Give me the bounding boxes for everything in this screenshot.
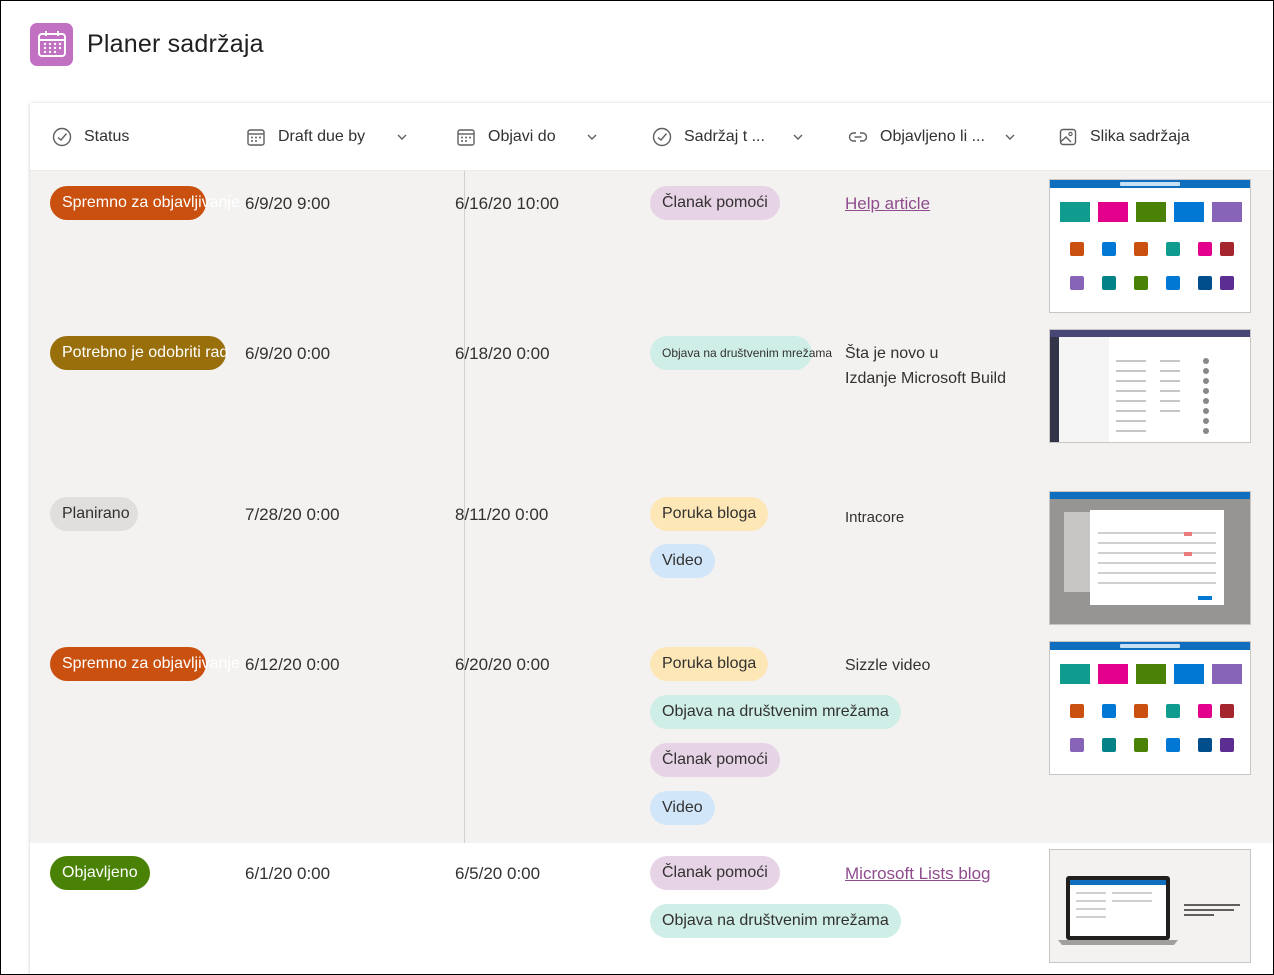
chevron-down-icon[interactable] — [792, 131, 804, 143]
column-header-row: Status Draft due by Objavi do — [30, 103, 1274, 171]
publish-by-date: 8/11/20 0:00 — [455, 505, 549, 524]
chevron-down-icon[interactable] — [586, 131, 598, 143]
status-badge[interactable]: Planirano — [50, 497, 138, 531]
page-title: Planer sadržaja — [87, 29, 264, 58]
column-header-draft-due[interactable]: Draft due by — [246, 103, 408, 171]
content-image-thumbnail[interactable] — [1049, 641, 1251, 775]
publish-by-date: 6/5/20 0:00 — [455, 864, 541, 883]
published-text: Izdanje Microsoft Build — [845, 370, 1006, 387]
link-icon — [848, 132, 868, 142]
content-image-thumbnail[interactable] — [1049, 491, 1251, 625]
column-header-image[interactable]: Slika sadržaja — [1058, 103, 1238, 171]
status-check-icon — [652, 127, 672, 147]
lists-app-screenshot-icon — [1050, 642, 1250, 774]
content-type-tag[interactable]: Poruka bloga — [650, 497, 769, 531]
published-text: Šta je novo u — [845, 345, 939, 362]
content-type-tag[interactable]: Objava na društvenim mrežama — [650, 336, 832, 370]
content-type-tag[interactable]: Objava na društvenim mrežama — [650, 695, 901, 729]
status-check-icon — [52, 127, 72, 147]
draft-due-date: 6/9/20 0:00 — [245, 344, 331, 363]
status-badge[interactable]: Objavljeno — [50, 856, 150, 890]
draft-due-date: 6/1/20 0:00 — [245, 864, 331, 883]
published-text: Sizzle video — [845, 657, 931, 674]
image-icon — [1059, 128, 1077, 146]
draft-due-date: 7/28/20 0:00 — [245, 505, 340, 524]
chevron-down-icon[interactable] — [396, 131, 408, 143]
calendar-icon — [247, 129, 265, 146]
table-row[interactable]: Potrebno je odobriti rad 6/9/20 0:00 6/1… — [30, 321, 1274, 481]
status-badge[interactable]: Spremno za objavljivanje — [50, 186, 240, 220]
laptop-screenshot-icon — [1050, 850, 1250, 962]
content-type-tag[interactable]: Članak pomoći — [650, 743, 780, 777]
publish-by-date: 6/18/20 0:00 — [455, 344, 550, 363]
status-badge[interactable]: Potrebno je odobriti rad — [50, 336, 228, 370]
content-image-thumbnail[interactable] — [1049, 329, 1251, 443]
content-type-tag[interactable]: Članak pomoći — [650, 186, 780, 220]
publish-by-date: 6/16/20 10:00 — [455, 194, 559, 213]
chevron-down-icon[interactable] — [1004, 131, 1016, 143]
teams-app-screenshot-icon — [1050, 330, 1250, 442]
table-row[interactable]: Planirano 7/28/20 0:00 8/11/20 0:00 Poru… — [30, 481, 1274, 631]
draft-due-date: 6/9/20 9:00 — [245, 194, 331, 213]
content-type-tag[interactable]: Objava na društvenim mrežama — [650, 904, 901, 938]
column-header-status[interactable]: Status — [52, 103, 232, 171]
dialog-screenshot-icon — [1050, 492, 1250, 624]
app-header: Planer sadržaja — [30, 22, 264, 66]
content-image-thumbnail[interactable] — [1049, 179, 1251, 313]
table-row[interactable]: Spremno za objavljivanje 6/9/20 9:00 6/1… — [30, 171, 1274, 321]
table-row[interactable]: Objavljeno 6/1/20 0:00 6/5/20 0:00 Člana… — [30, 843, 1274, 975]
column-header-publish-by[interactable]: Objavi do — [456, 103, 598, 171]
content-type-tag[interactable]: Video — [650, 791, 715, 825]
published-link[interactable]: Help article — [845, 194, 931, 213]
table-row[interactable]: Spremno za objavljivanje 6/12/20 0:00 6/… — [30, 631, 1274, 843]
lists-app-screenshot-icon — [1050, 180, 1250, 312]
calendar-icon — [30, 22, 73, 66]
content-type-tag[interactable]: Članak pomoći — [650, 856, 780, 890]
status-badge[interactable]: Spremno za objavljivanje — [50, 647, 240, 681]
publish-by-date: 6/20/20 0:00 — [455, 655, 550, 674]
content-type-tag[interactable]: Video — [650, 544, 715, 578]
published-link[interactable]: Microsoft Lists blog — [845, 864, 991, 883]
draft-due-date: 6/12/20 0:00 — [245, 655, 340, 674]
column-divider — [464, 171, 465, 843]
published-text: Intracore — [845, 509, 905, 526]
calendar-icon — [457, 129, 475, 146]
column-header-published[interactable]: Objavljeno li ... — [848, 103, 1016, 171]
list-view: Status Draft due by Objavi do — [30, 103, 1274, 975]
content-type-tag[interactable]: Poruka bloga — [650, 647, 769, 681]
column-header-content-type[interactable]: Sadržaj t ... — [652, 103, 804, 171]
content-image-thumbnail[interactable] — [1049, 849, 1251, 963]
